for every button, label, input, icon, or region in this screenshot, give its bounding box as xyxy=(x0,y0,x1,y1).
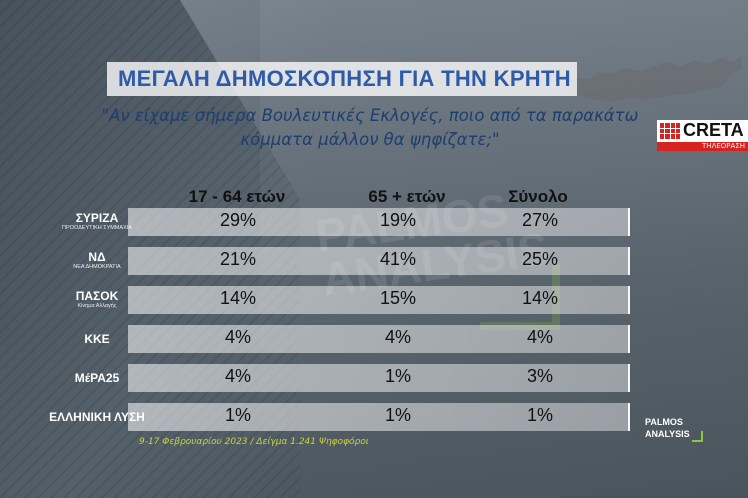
party-name: ΣΥΡΙΖΑ xyxy=(75,211,119,225)
party-subtitle: ΠΡΟΟΔΕΥΤΙΚΗ ΣΥΜΜΑΧΙΑ xyxy=(62,225,132,231)
party-logo: ΠΑΣΟΚ Κίνημα Αλλαγής xyxy=(68,285,126,315)
table-cell: 1% xyxy=(224,405,251,425)
party-logo: ΣΥΡΙΖΑ ΠΡΟΟΔΕΥΤΙΚΗ ΣΥΜΜΑΧΙΑ xyxy=(62,207,132,237)
party-name: ΜέΡΑ25 xyxy=(74,370,120,385)
title-bar xyxy=(107,62,577,96)
table-cell: 1% xyxy=(384,366,411,386)
table-row xyxy=(128,403,630,431)
table-cell: 19% xyxy=(379,210,417,230)
creta-logo-sub: ΤΗΛΕΟΡΑΣΗ xyxy=(657,142,748,151)
party-name: ΕΛΛΗΝΙΚΗ ΛΥΣΗ xyxy=(49,409,145,424)
column-header-total: Σύνολο xyxy=(508,187,568,206)
party-subtitle: ΝΕΑ ΔΗΜΟΚΡΑΤΙΑ xyxy=(73,264,121,270)
party-subtitle: Κίνημα Αλλαγής xyxy=(77,303,117,309)
table-row xyxy=(128,247,630,275)
column-header-17-64: 17 - 64 ετών xyxy=(188,187,286,206)
table-row xyxy=(128,325,630,353)
palmos-logo-line2: ANALYSIS xyxy=(645,429,690,439)
table-cell: 4% xyxy=(224,327,251,347)
palmos-logo-icon xyxy=(692,431,703,442)
table-cell: 25% xyxy=(521,249,559,269)
party-name: ΝΔ xyxy=(88,250,106,264)
creta-logo-icon xyxy=(660,123,680,139)
table-row xyxy=(128,208,630,236)
table-cell: 29% xyxy=(219,210,257,230)
creta-logo-text: CRETA xyxy=(683,120,744,140)
party-logo: ΝΔ ΝΕΑ ΔΗΜΟΚΡΑΤΙΑ xyxy=(68,246,126,276)
table-cell: 14% xyxy=(521,288,559,308)
table-cell: 15% xyxy=(379,288,417,308)
crete-island-icon xyxy=(561,56,743,102)
table-cell: 4% xyxy=(384,327,411,347)
table-row xyxy=(128,286,630,314)
table-cell: 21% xyxy=(219,249,257,269)
table-cell: 27% xyxy=(521,210,559,230)
table-cell: 14% xyxy=(219,288,257,308)
poll-question: "Αν είχαμε σήμερα Βουλευτικές Εκλογές, π… xyxy=(101,106,639,149)
table-cell: 4% xyxy=(526,327,553,347)
column-header-65-plus: 65 + ετών xyxy=(368,187,446,206)
table-cell: 1% xyxy=(526,405,553,425)
table-cell: 3% xyxy=(526,366,553,386)
party-name: ΠΑΣΟΚ xyxy=(75,289,119,303)
party-logo: ΜέΡΑ25 xyxy=(68,363,126,393)
palmos-logo: PALMOS ANALYSIS xyxy=(645,416,690,440)
page-title: ΜΕΓΑΛΗ ΔΗΜΟΣΚΟΠΗΣΗ ΓΙΑ ΤΗΝ ΚΡΗΤΗ xyxy=(118,66,571,91)
table-cell: 41% xyxy=(379,249,417,269)
table-row xyxy=(128,364,630,392)
table-cell: 4% xyxy=(224,366,251,386)
party-logo: ΕΛΛΗΝΙΚΗ ΛΥΣΗ xyxy=(49,402,145,432)
palmos-logo-line1: PALMOS xyxy=(645,417,683,427)
party-logo: ΚΚΕ xyxy=(68,324,126,354)
party-name: ΚΚΕ xyxy=(84,331,110,346)
poll-footnote: 9-17 Φεβρουαρίου 2023 / Δείγμα 1.241 Ψηφ… xyxy=(139,437,369,447)
table-cell: 1% xyxy=(384,405,411,425)
